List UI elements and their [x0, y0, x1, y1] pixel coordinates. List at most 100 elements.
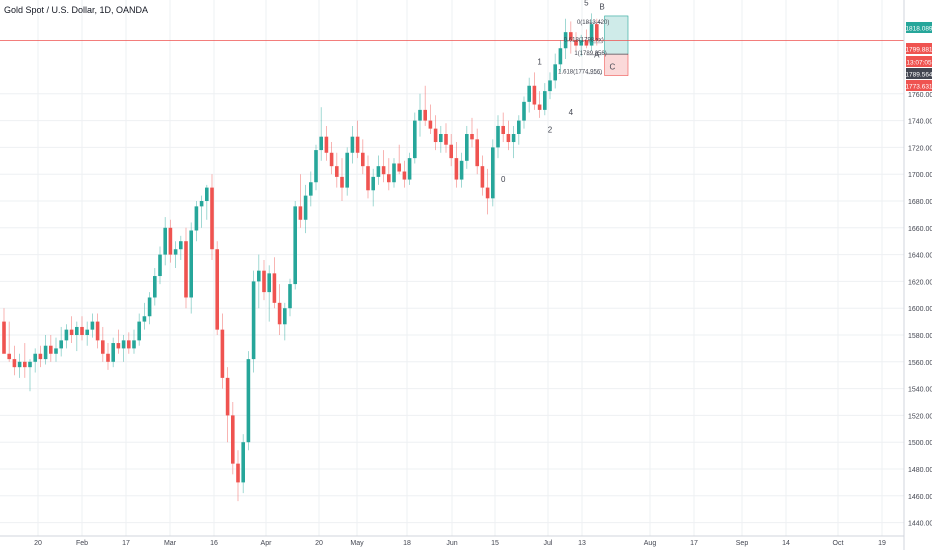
y-tick-label: 1480.000 [908, 467, 932, 474]
candle-body [33, 353, 37, 362]
y-tick-label: 1760.000 [908, 92, 932, 99]
position-loss-zone [604, 53, 629, 76]
x-tick-label: 20 [315, 540, 323, 547]
candle-body [54, 348, 58, 354]
chart-annotation: 1.618(1774.956) [558, 70, 602, 76]
candle-body [485, 187, 490, 199]
candle-body [532, 85, 537, 105]
candle-body [537, 104, 542, 110]
candle-body [459, 160, 464, 180]
x-tick-label: 20 [34, 540, 42, 547]
candle-body [563, 32, 568, 49]
chart-annotation: 2 [548, 126, 553, 135]
candle-body [7, 353, 11, 360]
candle-body [189, 230, 193, 298]
candle-body [132, 340, 136, 349]
price-tag-label: 1799.881 [905, 47, 932, 54]
candle-body [95, 321, 100, 341]
candle-body [215, 249, 219, 330]
candle-body [205, 187, 209, 201]
candle-body [43, 345, 48, 360]
candle-body [241, 442, 245, 483]
candle-body [293, 206, 297, 285]
candle-body [392, 163, 396, 183]
candles [2, 13, 599, 502]
candle-body [262, 270, 266, 293]
x-tick-label: Apr [261, 540, 273, 547]
candle-body [579, 40, 583, 46]
chart-title: Gold Spot / U.S. Dollar, 1D, OANDA [4, 5, 149, 15]
candle-body [381, 166, 386, 175]
candle-body [491, 147, 495, 199]
candle-body [402, 171, 407, 180]
chart-annotation: 0.618(1798.xx) [564, 38, 604, 44]
chart-annotation: 5 [584, 0, 589, 7]
x-tick-label: 19 [878, 540, 886, 547]
y-tick-label: 1580.000 [908, 333, 932, 340]
candle-body [543, 91, 547, 110]
candle-body [184, 241, 188, 298]
chart-annotation: C [610, 63, 616, 72]
price-tag-label: 1818.089 [905, 26, 932, 33]
y-tick-label: 1500.000 [908, 440, 932, 447]
candle-body [371, 176, 375, 191]
candle-body [324, 136, 329, 153]
y-tick-label: 1660.000 [908, 226, 932, 233]
price-tag-box [906, 80, 932, 91]
candle-body [49, 345, 53, 354]
candle-body [444, 134, 448, 145]
chart-annotation: A [594, 51, 600, 60]
candle-body [2, 321, 6, 354]
candle-body [553, 64, 557, 81]
candle-body [121, 340, 126, 349]
candle-body [345, 152, 349, 188]
x-tick-label: Jul [544, 540, 553, 547]
x-tick-label: Aug [644, 540, 657, 547]
time-axis: 20 Feb 17 Mar 16 Apr 20 May 18 Jun 15 Jul 13 Aug 17 Sep… [0, 535, 904, 547]
y-tick-label: 1520.000 [908, 413, 932, 420]
candle-body [595, 24, 599, 41]
candle-body [127, 340, 131, 349]
candle-body [283, 308, 287, 325]
y-tick-label: 1680.000 [908, 199, 932, 206]
candle-body [527, 85, 531, 102]
candle-body [147, 297, 152, 317]
price-tag-label: 1773.631 [905, 84, 932, 91]
candle-body [199, 201, 204, 207]
candle-body [236, 463, 240, 483]
y-tick-label: 1640.000 [908, 253, 932, 260]
candle-body [335, 166, 339, 177]
candle-body [496, 125, 500, 148]
candle-body [407, 158, 412, 180]
candle-body [194, 206, 199, 231]
y-tick-label: 1600.000 [908, 306, 932, 313]
y-tick-label: 1460.000 [908, 494, 932, 501]
candle-body [387, 174, 391, 183]
candle-body [272, 273, 277, 303]
candle-body [418, 109, 422, 121]
x-tick-label: May [350, 540, 364, 547]
candle-body [64, 329, 69, 341]
candle-body [423, 109, 427, 121]
candle-body [38, 353, 43, 360]
candle-body [428, 120, 433, 129]
y-tick-label: 1540.000 [908, 387, 932, 394]
candle-body [106, 353, 110, 362]
candle-body [517, 120, 521, 134]
candle-body [23, 361, 27, 368]
price-tags: 1818.089 1799.881 13:07:05 1789.564 1773.631 [905, 22, 932, 91]
x-tick-label: Sep [736, 540, 749, 547]
candle-body [210, 187, 214, 250]
price-tag-label: 1789.564 [905, 72, 932, 79]
x-tick-label: 16 [210, 540, 218, 547]
candle-body [137, 321, 141, 341]
candle-body [277, 302, 282, 325]
candle-body [314, 150, 318, 183]
x-tick-label: Jun [446, 540, 457, 547]
candle-body [231, 415, 235, 464]
candle-body [413, 120, 417, 159]
